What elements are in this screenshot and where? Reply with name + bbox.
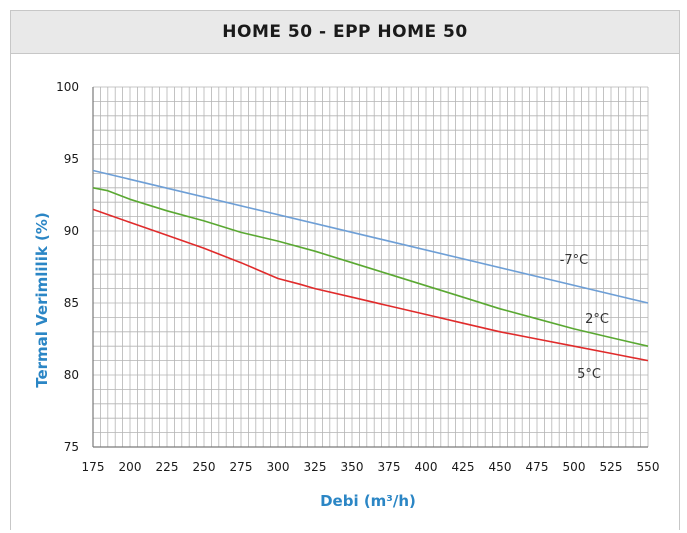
x-tick-label: 375 xyxy=(378,460,401,474)
axes xyxy=(92,87,648,448)
x-tick-label: 300 xyxy=(267,460,290,474)
x-tick-label: 400 xyxy=(415,460,438,474)
y-tick-label: 90 xyxy=(64,224,79,238)
y-tick-label: 95 xyxy=(64,152,79,166)
x-tick-label: 250 xyxy=(193,460,216,474)
series-line-0 xyxy=(92,169,649,304)
series-lines xyxy=(92,169,649,362)
series-label: 2°C xyxy=(585,312,609,327)
series-label: -7°C xyxy=(560,253,589,268)
chart-header: HOME 50 - EPP HOME 50 xyxy=(10,10,680,54)
y-tick-label: 80 xyxy=(64,368,79,382)
y-tick-label: 100 xyxy=(56,80,79,94)
x-tick-label: 425 xyxy=(452,460,475,474)
x-tick-label: 525 xyxy=(600,460,623,474)
x-axis-label: Debi (m³/h) xyxy=(320,492,416,510)
x-tick-label: 475 xyxy=(526,460,549,474)
x-tick-label: 325 xyxy=(304,460,327,474)
x-tick-label: 200 xyxy=(119,460,142,474)
series-label: 5°C xyxy=(577,367,601,382)
x-tick-label: 175 xyxy=(82,460,105,474)
x-tick-label: 350 xyxy=(341,460,364,474)
x-tick-label: 500 xyxy=(563,460,586,474)
x-tick-label: 225 xyxy=(156,460,179,474)
series-line-1 xyxy=(92,187,649,347)
x-tick-label: 550 xyxy=(637,460,660,474)
y-tick-label: 85 xyxy=(64,296,79,310)
tick-labels: 175 200 225 250 275 300 325 350 375 400 425 450 475 5… xyxy=(56,80,659,474)
x-tick-label: 275 xyxy=(230,460,253,474)
chart-title: HOME 50 - EPP HOME 50 xyxy=(222,22,468,42)
series-annotations: -7°C 2°C 5°C xyxy=(560,253,609,382)
series-line-2 xyxy=(92,208,649,362)
y-axis-label: Termal Verimlilik (%) xyxy=(33,212,51,388)
y-tick-label: 75 xyxy=(64,440,79,454)
x-tick-label: 450 xyxy=(489,460,512,474)
